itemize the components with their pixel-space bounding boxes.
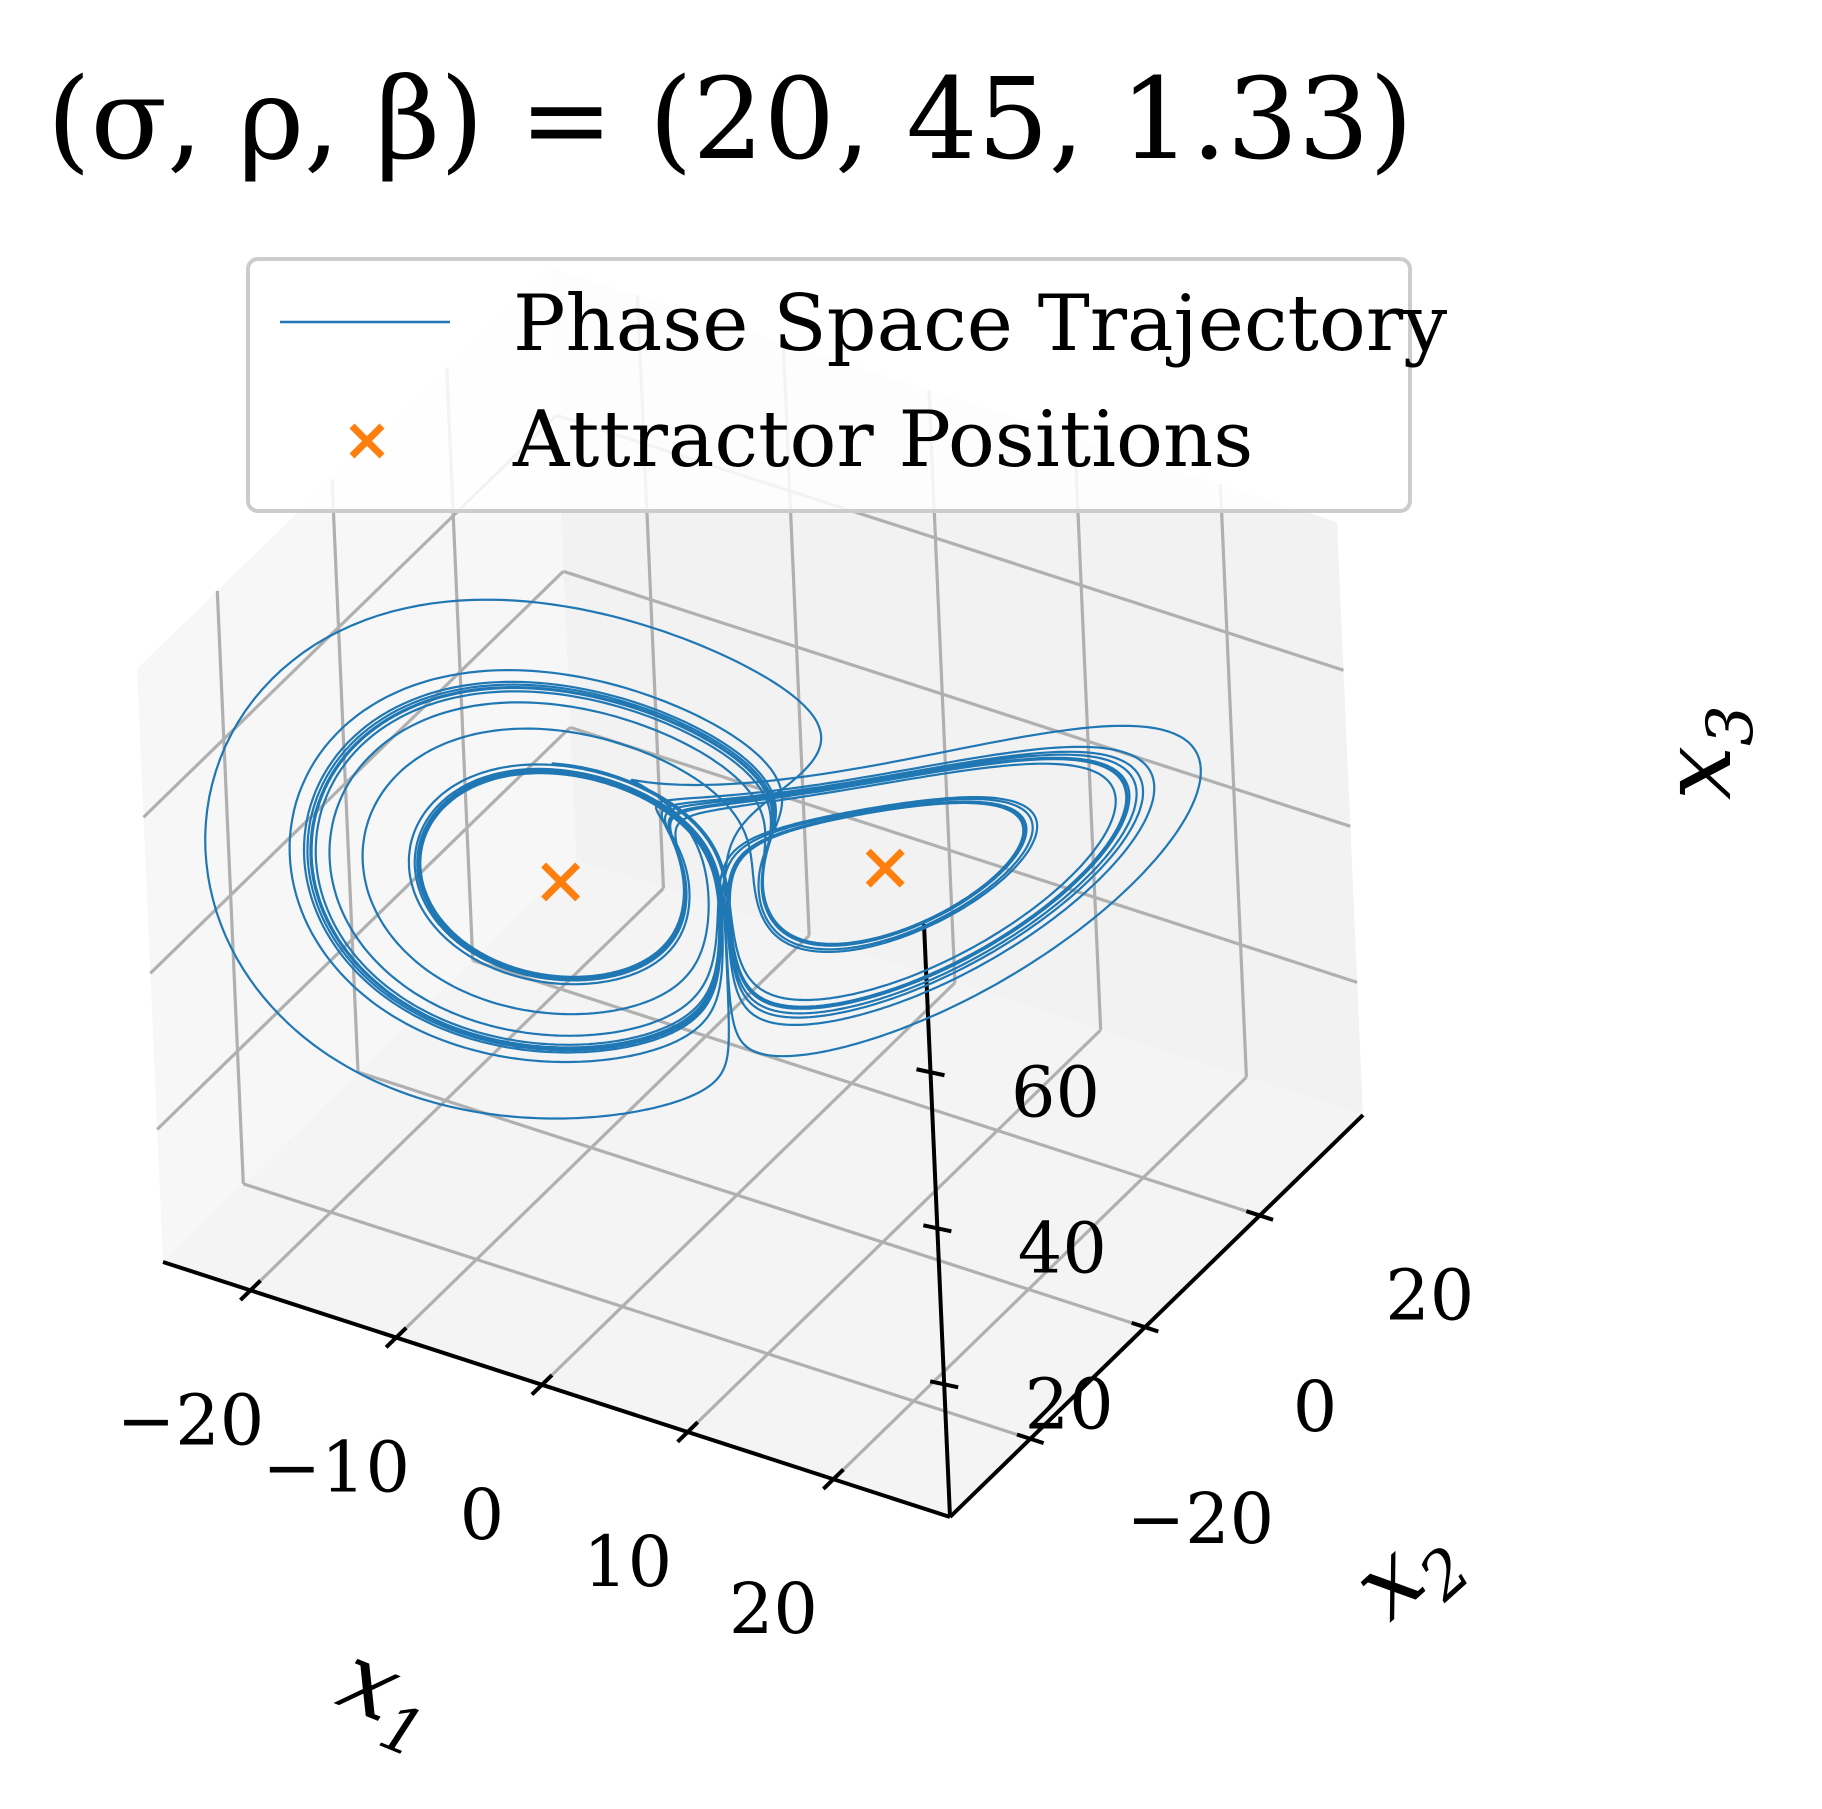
chart-title: (σ, ρ, β) = (20, 45, 1.33)	[47, 55, 1413, 185]
x1-axis-label: x1	[319, 1620, 455, 1773]
grid-x1-floor	[395, 934, 811, 1339]
x1-tick	[676, 1420, 700, 1444]
grid-x2-left	[330, 479, 360, 1073]
legend-label-attractors: Attractor Positions	[512, 395, 1253, 485]
x2-tick	[1245, 1209, 1274, 1222]
grid-x3-left	[156, 726, 572, 1131]
x3-tick	[929, 1379, 959, 1390]
x1-tick	[239, 1279, 262, 1302]
x1-tick-label: −20	[117, 1379, 265, 1461]
grid-x3-back	[562, 569, 1351, 828]
x1-axis-line	[162, 1260, 951, 1519]
x2-tick-label: 20	[1385, 1255, 1474, 1337]
x1-tick	[530, 1373, 554, 1396]
x1-tick	[384, 1326, 408, 1349]
attractor-marker	[865, 848, 905, 888]
x1-tick	[821, 1468, 845, 1491]
x1-tick-label: −10	[262, 1427, 410, 1509]
legend-frame	[246, 257, 1412, 513]
x2-axis-label: x2	[1330, 1494, 1485, 1652]
x2-tick-label: 0	[1293, 1366, 1338, 1448]
grid-x1-floor	[686, 1028, 1102, 1434]
x3-tick-label: 20	[1025, 1363, 1114, 1445]
grid-x2-floor	[242, 1182, 1031, 1441]
grid-x1-back	[1073, 436, 1103, 1031]
x2-tick	[1016, 1432, 1045, 1446]
grid-x1-floor	[249, 887, 665, 1292]
x3-tick-label: 60	[1011, 1051, 1100, 1133]
attractor-markers	[541, 848, 905, 902]
trajectory-line	[204, 598, 1202, 1120]
grid-x2-left	[215, 590, 245, 1184]
x2-axis-line	[948, 1113, 1365, 1519]
grid-x1-floor	[540, 981, 957, 1386]
x2-tick-label: −20	[1126, 1478, 1274, 1560]
x3-axis-line	[922, 923, 952, 1518]
attractor-marker-stroke	[541, 862, 581, 902]
grid-x1-floor	[832, 1076, 1248, 1481]
trajectory	[204, 598, 1202, 1120]
x3-axis-label: x3	[1641, 705, 1768, 800]
x3-tick	[922, 1223, 952, 1234]
x2-tick	[1131, 1320, 1159, 1334]
pane-back-x1	[137, 267, 576, 1262]
attractor-marker	[541, 862, 581, 902]
x1-tick-label: 0	[460, 1474, 505, 1556]
legend-label-trajectory: Phase Space Trajectory	[513, 279, 1447, 369]
x3-tick	[916, 1067, 945, 1078]
legend: Phase Space Trajectory Attractor Positio…	[246, 257, 1447, 513]
grid-x2-floor	[472, 958, 1261, 1218]
legend-marker-swatch	[349, 423, 385, 459]
pane-floor	[163, 860, 1363, 1517]
grid-x1-back	[1218, 484, 1249, 1078]
x1-tick-label: 10	[583, 1521, 672, 1603]
x1-tick-label: 20	[729, 1568, 818, 1650]
grid-x3-back	[569, 725, 1358, 984]
attractor-marker-stroke	[865, 848, 905, 888]
axis-lines	[162, 923, 1365, 1519]
x3-tick-label: 40	[1018, 1207, 1107, 1289]
